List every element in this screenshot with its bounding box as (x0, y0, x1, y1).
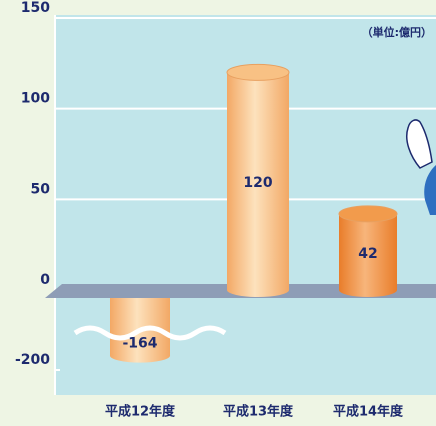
y-tick-label: 150 (21, 0, 50, 16)
value-label: 120 (243, 175, 272, 191)
page: （単位:億円） -164 120 42 -200 0 50 100 150 平成12年度 平成… (0, 0, 436, 426)
x-tick-label: 平成14年度 (333, 404, 404, 420)
bar-base (227, 283, 289, 297)
value-label: 42 (358, 246, 377, 262)
chart: （単位:億円） -164 120 42 -200 0 50 100 150 平成12年度 平成… (0, 0, 436, 426)
y-tick-label: 0 (40, 272, 50, 288)
bar-base (339, 283, 397, 297)
bar-top (339, 206, 397, 222)
value-label: -164 (122, 336, 157, 352)
y-tick-label: 50 (31, 181, 51, 197)
y-tick-label: 100 (21, 91, 50, 107)
x-tick-label: 平成13年度 (223, 404, 294, 420)
bar-top (227, 64, 289, 80)
y-tick-label: -200 (15, 352, 50, 368)
x-tick-label: 平成12年度 (105, 404, 176, 420)
unit-label: （単位:億円） (362, 25, 432, 39)
